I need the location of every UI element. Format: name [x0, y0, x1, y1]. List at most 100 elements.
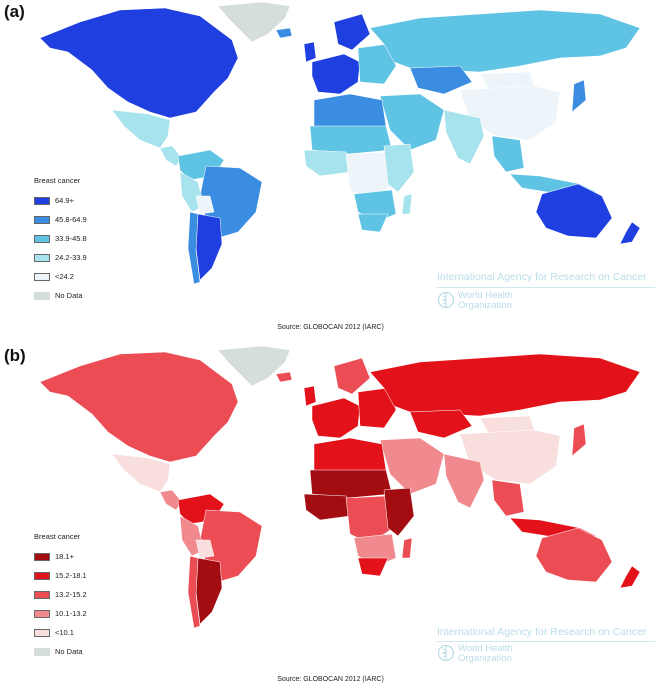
region-north-africa [313, 93, 387, 131]
who-name-line2: Organization [458, 653, 512, 664]
region-north-africa [313, 437, 387, 475]
region-eastern-europe [357, 387, 397, 429]
legend-swatch [34, 253, 50, 262]
region-uk [303, 41, 317, 63]
legend-swatch [34, 571, 50, 580]
world-map-a [39, 1, 641, 285]
panel-label: (b) [4, 346, 26, 365]
world-map-b [39, 345, 641, 629]
who-name-line1: World Health [458, 290, 513, 301]
legend-item: 15.2-18.1 [34, 566, 87, 585]
legend-swatch [34, 628, 50, 637]
region-chile [187, 211, 201, 285]
region-middle-east [379, 93, 445, 151]
who-name: World Health Organization [458, 644, 513, 664]
legend-item: 64.9+ [34, 191, 87, 210]
legend-swatch [34, 234, 50, 243]
region-mexico [111, 453, 171, 493]
region-sahel [309, 125, 393, 155]
region-chile [187, 555, 201, 629]
region-southeast-asia [491, 479, 525, 517]
agency-watermark: International Agency for Research on Can… [437, 626, 647, 638]
map-legend: Breast cancer 64.9+ 45.8-64.9 33.9-45.8 … [34, 176, 87, 305]
panel-b: (b) Breast cancer 18.1+ 15.2-18.1 13.2-1… [0, 344, 661, 688]
region-bolivia [195, 195, 215, 215]
region-sahel [309, 469, 393, 499]
who-emblem-icon [437, 644, 455, 662]
legend-label: 64.9+ [55, 196, 74, 205]
legend-label: 15.2-18.1 [55, 571, 87, 580]
region-japan [571, 79, 587, 113]
watermark-divider [437, 287, 655, 288]
legend-swatch [34, 215, 50, 224]
region-west-africa [303, 149, 351, 177]
region-scandinavia [333, 357, 371, 395]
map-legend: Breast cancer 18.1+ 15.2-18.1 13.2-15.2 … [34, 532, 87, 661]
legend-label: 10.1-13.2 [55, 609, 87, 618]
region-south-africa [357, 557, 389, 577]
legend-label: No Data [55, 647, 83, 656]
map-regions-b [39, 345, 641, 629]
legend-swatch [34, 609, 50, 618]
legend-label: 33.9-45.8 [55, 234, 87, 243]
region-greenland [217, 345, 291, 387]
region-argentina [195, 213, 223, 281]
legend-swatch [34, 291, 50, 300]
region-north-america [39, 7, 239, 119]
region-australia [535, 527, 613, 583]
region-west-africa [303, 493, 351, 521]
legend-item: <10.1 [34, 623, 87, 642]
region-kazakhstan [409, 409, 473, 439]
region-north-america [39, 351, 239, 463]
legend-label: 18.1+ [55, 552, 74, 561]
legend-label: <10.1 [55, 628, 74, 637]
legend-label: 45.8-64.9 [55, 215, 87, 224]
region-southeast-asia [491, 135, 525, 173]
legend-item: No Data [34, 286, 87, 305]
region-bolivia [195, 539, 215, 559]
legend-item: 33.9-45.8 [34, 229, 87, 248]
panel-label: (a) [4, 2, 25, 21]
who-name-line2: Organization [458, 300, 512, 311]
legend-item: 45.8-64.9 [34, 210, 87, 229]
region-greenland [217, 1, 291, 43]
region-madagascar [401, 193, 413, 215]
legend-swatch [34, 647, 50, 656]
region-australia [535, 183, 613, 239]
who-name-line1: World Health [458, 643, 513, 654]
legend-swatch [34, 196, 50, 205]
legend-label: No Data [55, 291, 83, 300]
region-new-zealand [619, 565, 641, 589]
legend-label: <24.2 [55, 272, 74, 281]
region-uk [303, 385, 317, 407]
legend-title: Breast cancer [34, 176, 81, 185]
region-japan [571, 423, 587, 457]
legend-item: 10.1-13.2 [34, 604, 87, 623]
region-iceland [275, 371, 293, 383]
legend-swatch [34, 552, 50, 561]
legend-title: Breast cancer [34, 532, 81, 541]
region-western-europe [311, 397, 361, 439]
who-emblem-icon [437, 291, 455, 309]
region-argentina [195, 557, 223, 625]
region-eastern-europe [357, 43, 397, 85]
legend-swatch [34, 272, 50, 281]
agency-watermark: International Agency for Research on Can… [437, 271, 647, 283]
region-mexico [111, 109, 171, 149]
source-caption: Source: GLOBOCAN 2012 (IARC) [277, 324, 384, 331]
legend-item: 13.2-15.2 [34, 585, 87, 604]
legend-item: 24.2-33.9 [34, 248, 87, 267]
region-india [443, 453, 485, 509]
region-east-africa [383, 143, 415, 193]
panel-a: (a) Breast cancer 64.9+ 45.8-64.9 33.9-4… [4, 1, 655, 331]
region-scandinavia [333, 13, 371, 51]
source-caption: Source: GLOBOCAN 2012 (IARC) [277, 676, 384, 683]
legend-item: <24.2 [34, 267, 87, 286]
legend-item: No Data [34, 642, 87, 661]
region-new-zealand [619, 221, 641, 245]
region-madagascar [401, 537, 413, 559]
region-western-europe [311, 53, 361, 95]
region-middle-east [379, 437, 445, 495]
region-kazakhstan [409, 65, 473, 95]
legend-label: 13.2-15.2 [55, 590, 87, 599]
